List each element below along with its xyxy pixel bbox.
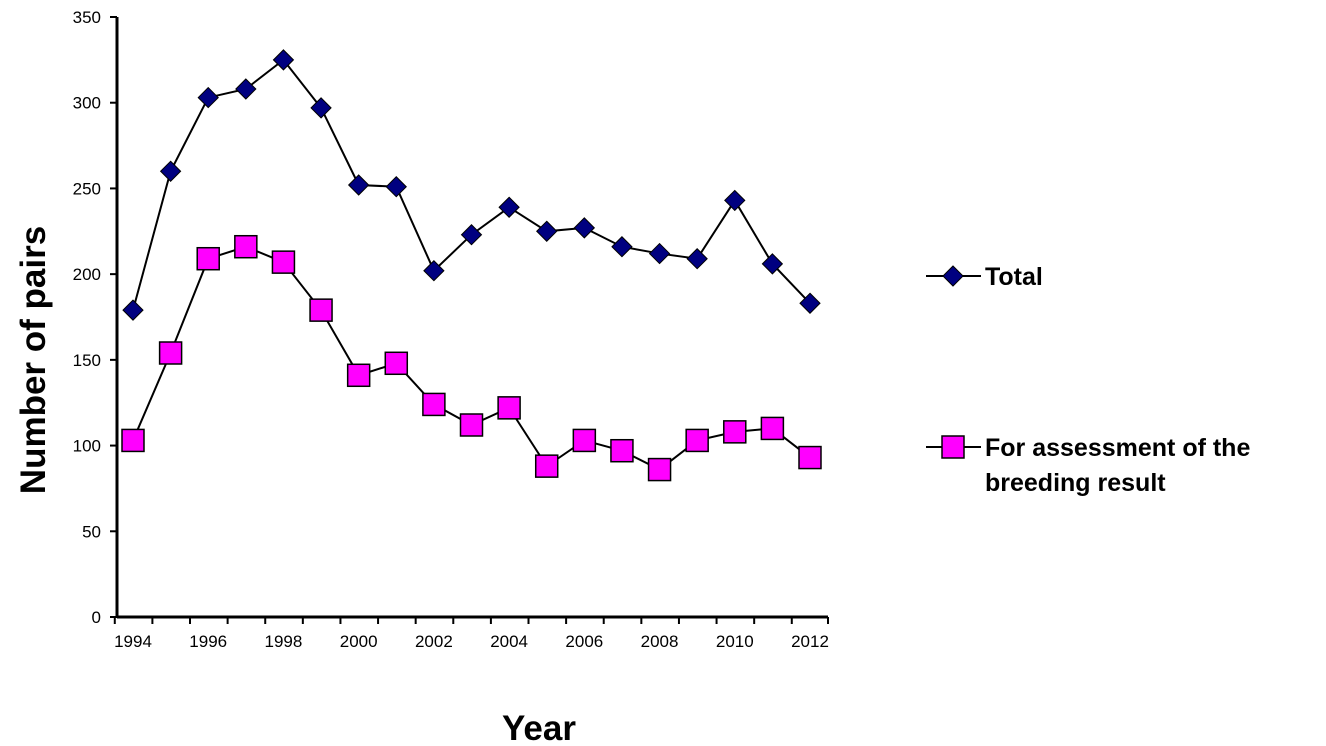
y-tick-label: 0 (92, 608, 101, 627)
x-tick-label: 2008 (641, 632, 679, 651)
data-point (347, 174, 370, 196)
y-axis-title: Number of pairs (14, 226, 53, 494)
series-line (132, 58, 811, 311)
data-point (159, 160, 182, 182)
data-point (235, 78, 257, 100)
data-point (799, 292, 821, 314)
y-tick-label: 300 (73, 94, 101, 113)
y-tick-label: 200 (73, 265, 101, 284)
data-point (272, 49, 295, 71)
x-tick-label: 2000 (340, 632, 378, 651)
data-point (648, 242, 671, 265)
y-axis: 0 50 100 150 200 250 300 350 (73, 8, 119, 627)
data-point (534, 454, 559, 478)
legend: Total For assessment of the breeding resul… (926, 263, 1250, 497)
data-point (460, 224, 483, 246)
data-point (573, 217, 596, 239)
data-point (647, 457, 672, 482)
x-tick-label: 2006 (565, 632, 603, 651)
x-tick-label: 1996 (189, 632, 227, 651)
legend-item: For assessment of the breeding result (926, 434, 1250, 497)
data-point (310, 97, 332, 119)
data-point (121, 428, 145, 453)
legend-label: For assessment of the (985, 434, 1250, 462)
data-point (798, 445, 822, 470)
data-point (760, 416, 785, 441)
data-point (346, 363, 371, 388)
data-point (611, 236, 633, 258)
data-point (498, 196, 520, 218)
legend-label: breeding result (985, 469, 1166, 497)
data-point (271, 250, 296, 274)
data-point (423, 260, 445, 282)
data-point (384, 351, 409, 376)
data-point (724, 189, 746, 212)
x-tick-label: 2012 (791, 632, 829, 651)
data-point (234, 234, 258, 259)
x-axis-title: Year (502, 709, 576, 746)
x-axis: 1994 1996 1998 2000 2002 2004 2006 2008 2010 2012 (113, 615, 829, 651)
data-point (536, 220, 558, 242)
data-point (385, 176, 407, 198)
data-point (723, 420, 747, 444)
x-tick-label: 1998 (265, 632, 303, 651)
y-tick-label: 100 (73, 437, 101, 456)
legend-marker (942, 265, 964, 287)
x-tick-label: 2010 (716, 632, 754, 651)
x-tick-label: 1994 (114, 632, 152, 651)
data-point (686, 248, 708, 270)
data-point (309, 298, 333, 322)
y-tick-label: 50 (82, 522, 101, 541)
y-tick-label: 250 (73, 179, 101, 198)
data-point (122, 299, 144, 321)
data-point (459, 413, 484, 437)
legend-item: Total (926, 263, 1043, 291)
y-tick-label: 150 (73, 351, 101, 370)
legend-marker (941, 435, 965, 459)
data-point (610, 438, 634, 463)
data-point (572, 428, 597, 453)
data-point (761, 253, 784, 275)
data-point (196, 246, 220, 271)
x-tick-label: 2002 (415, 632, 453, 651)
data-point (497, 396, 521, 420)
x-tick-label: 2004 (490, 632, 528, 651)
series-total (122, 49, 821, 321)
series-breeding-assessment (121, 234, 822, 482)
data-point (197, 86, 219, 109)
legend-label: Total (985, 263, 1043, 291)
series-layer (121, 49, 822, 482)
y-tick-label: 350 (73, 8, 101, 27)
data-point (158, 341, 183, 365)
data-point (422, 392, 446, 417)
data-point (685, 428, 709, 453)
